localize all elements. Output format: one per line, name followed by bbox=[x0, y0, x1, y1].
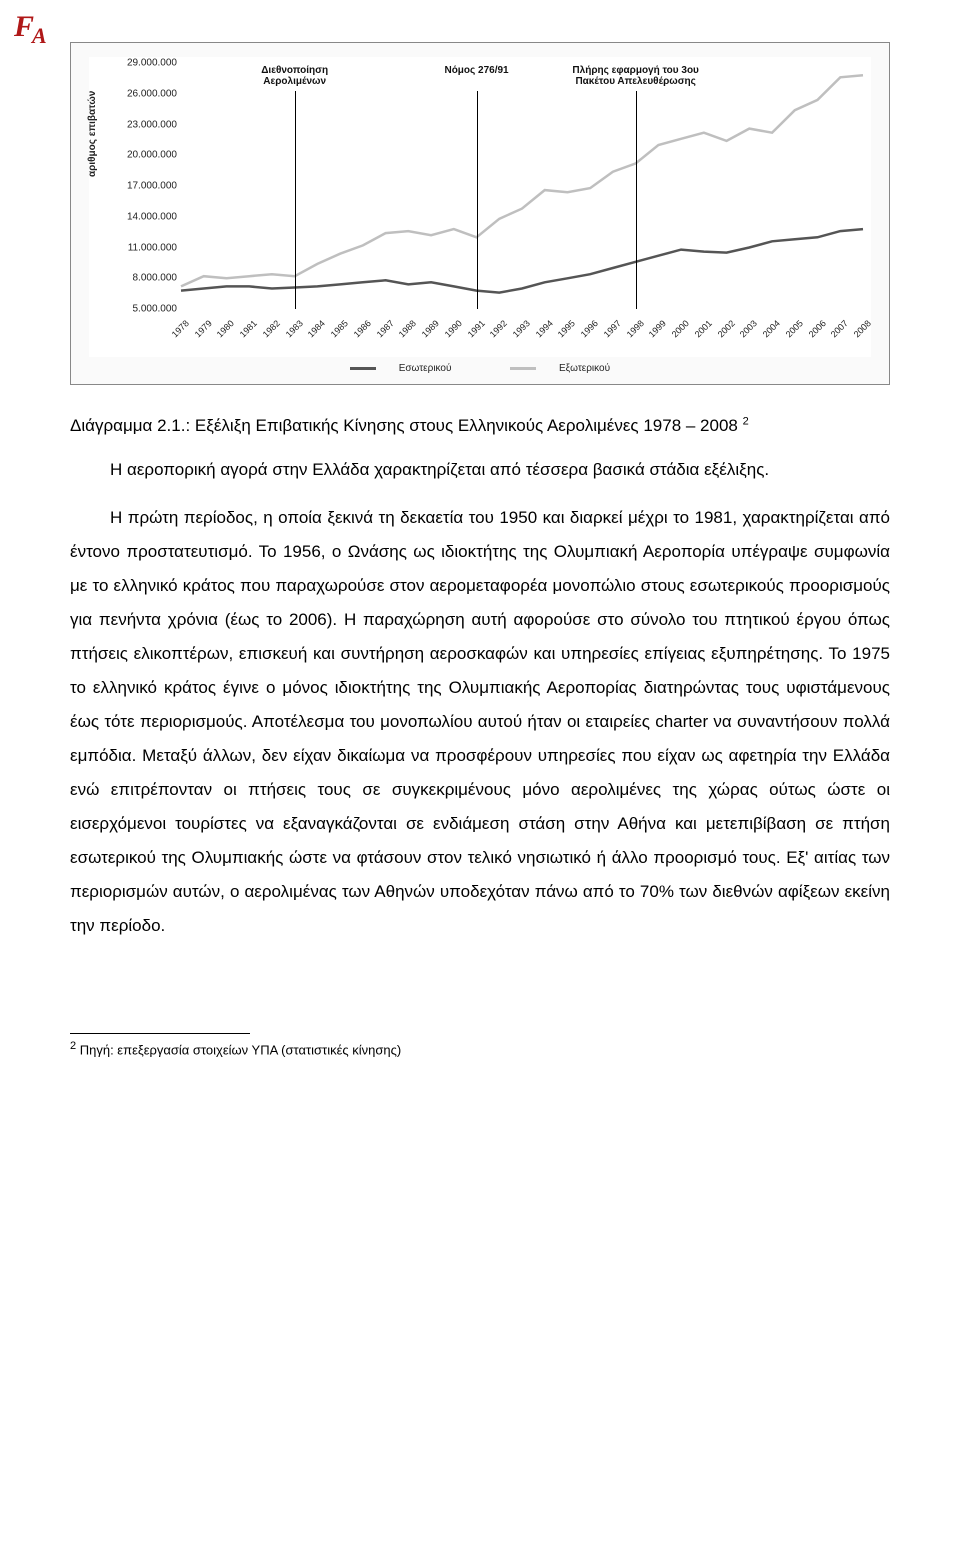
xtick-label: 1985 bbox=[329, 318, 350, 339]
chart-ylabel: αριθμος επιβατών bbox=[87, 91, 98, 177]
caption-footnote-ref: 2 bbox=[743, 415, 749, 427]
xtick-label: 2008 bbox=[852, 318, 873, 339]
ytick-label: 23.000.000 bbox=[89, 119, 177, 130]
caption-text: Διάγραμμα 2.1.: Εξέλιξη Επιβατικής Κίνησ… bbox=[70, 416, 738, 435]
chart-annotation-label: ΔιεθνοποίησηΑερολιμένων bbox=[225, 65, 365, 87]
chart-container: αριθμος επιβατών 5.000.000 8.000.000 11.00… bbox=[70, 42, 890, 385]
chart-plot: αριθμος επιβατών 5.000.000 8.000.000 11.00… bbox=[89, 57, 871, 357]
xtick-label: 2007 bbox=[829, 318, 850, 339]
xtick-label: 1982 bbox=[261, 318, 282, 339]
xtick-label: 1999 bbox=[647, 318, 668, 339]
footnote-separator bbox=[70, 1033, 250, 1034]
xtick-label: 1990 bbox=[442, 318, 463, 339]
xtick-label: 2002 bbox=[715, 318, 736, 339]
chart-annotation-label: Πλήρης εφαρμογή του 3ουΠακέτου Απελευθέρ… bbox=[566, 65, 706, 87]
chart-series-line bbox=[181, 229, 863, 293]
xtick-label: 1992 bbox=[488, 318, 509, 339]
xtick-label: 1998 bbox=[624, 318, 645, 339]
xtick-label: 1980 bbox=[215, 318, 236, 339]
paragraph-text: Η πρώτη περίοδος, η οποία ξεκινά τη δεκα… bbox=[70, 508, 890, 935]
paragraph-text: Η αεροπορική αγορά στην Ελλάδα χαρακτηρί… bbox=[110, 460, 769, 479]
paragraph: Η αεροπορική αγορά στην Ελλάδα χαρακτηρί… bbox=[70, 453, 890, 487]
xtick-label: 2000 bbox=[670, 318, 691, 339]
chart-annotation-line bbox=[295, 91, 296, 309]
xtick-label: 1983 bbox=[283, 318, 304, 339]
chart-legend: Εσωτερικού Εξωτερικού bbox=[89, 357, 871, 374]
xtick-label: 1994 bbox=[533, 318, 554, 339]
xtick-label: 1991 bbox=[465, 318, 486, 339]
xtick-label: 1984 bbox=[306, 318, 327, 339]
chart-annotation-line bbox=[477, 91, 478, 309]
xtick-label: 1997 bbox=[602, 318, 623, 339]
xtick-label: 1989 bbox=[420, 318, 441, 339]
legend-item: Εξωτερικού bbox=[496, 363, 624, 374]
ytick-label: 29.000.000 bbox=[89, 58, 177, 69]
xtick-label: 1981 bbox=[238, 318, 259, 339]
legend-label: Εσωτερικού bbox=[399, 363, 452, 374]
xtick-label: 1996 bbox=[579, 318, 600, 339]
ytick-label: 26.000.000 bbox=[89, 88, 177, 99]
xtick-label: 1993 bbox=[511, 318, 532, 339]
legend-item: Εσωτερικού bbox=[336, 363, 468, 374]
footnote-text: Πηγή: επεξεργασία στοιχείων ΥΠΑ (στατιστ… bbox=[76, 1042, 401, 1057]
chart-annotation-label: Νόμος 276/91 bbox=[407, 65, 547, 76]
xtick-label: 1986 bbox=[352, 318, 373, 339]
logo: FA bbox=[14, 10, 45, 49]
ytick-label: 5.000.000 bbox=[89, 304, 177, 315]
ytick-label: 17.000.000 bbox=[89, 181, 177, 192]
xtick-label: 2001 bbox=[693, 318, 714, 339]
ytick-label: 14.000.000 bbox=[89, 211, 177, 222]
xtick-label: 2005 bbox=[783, 318, 804, 339]
xtick-label: 2004 bbox=[761, 318, 782, 339]
legend-swatch bbox=[510, 367, 536, 370]
xtick-label: 1995 bbox=[556, 318, 577, 339]
xtick-label: 1979 bbox=[192, 318, 213, 339]
chart-series-line bbox=[181, 75, 863, 286]
chart-caption: Διάγραμμα 2.1.: Εξέλιξη Επιβατικής Κίνησ… bbox=[70, 413, 890, 439]
footnote: 2 Πηγή: επεξεργασία στοιχείων ΥΠΑ (στατι… bbox=[70, 1040, 890, 1057]
xtick-label: 1987 bbox=[374, 318, 395, 339]
chart-annotation-line bbox=[636, 91, 637, 309]
xtick-label: 1978 bbox=[170, 318, 191, 339]
legend-label: Εξωτερικού bbox=[559, 363, 610, 374]
ytick-label: 20.000.000 bbox=[89, 150, 177, 161]
paragraph: Η πρώτη περίοδος, η οποία ξεκινά τη δεκα… bbox=[70, 501, 890, 943]
xtick-label: 2006 bbox=[806, 318, 827, 339]
ytick-label: 11.000.000 bbox=[89, 242, 177, 253]
legend-swatch bbox=[350, 367, 376, 370]
xtick-label: 1988 bbox=[397, 318, 418, 339]
ytick-label: 8.000.000 bbox=[89, 273, 177, 284]
xtick-label: 2003 bbox=[738, 318, 759, 339]
